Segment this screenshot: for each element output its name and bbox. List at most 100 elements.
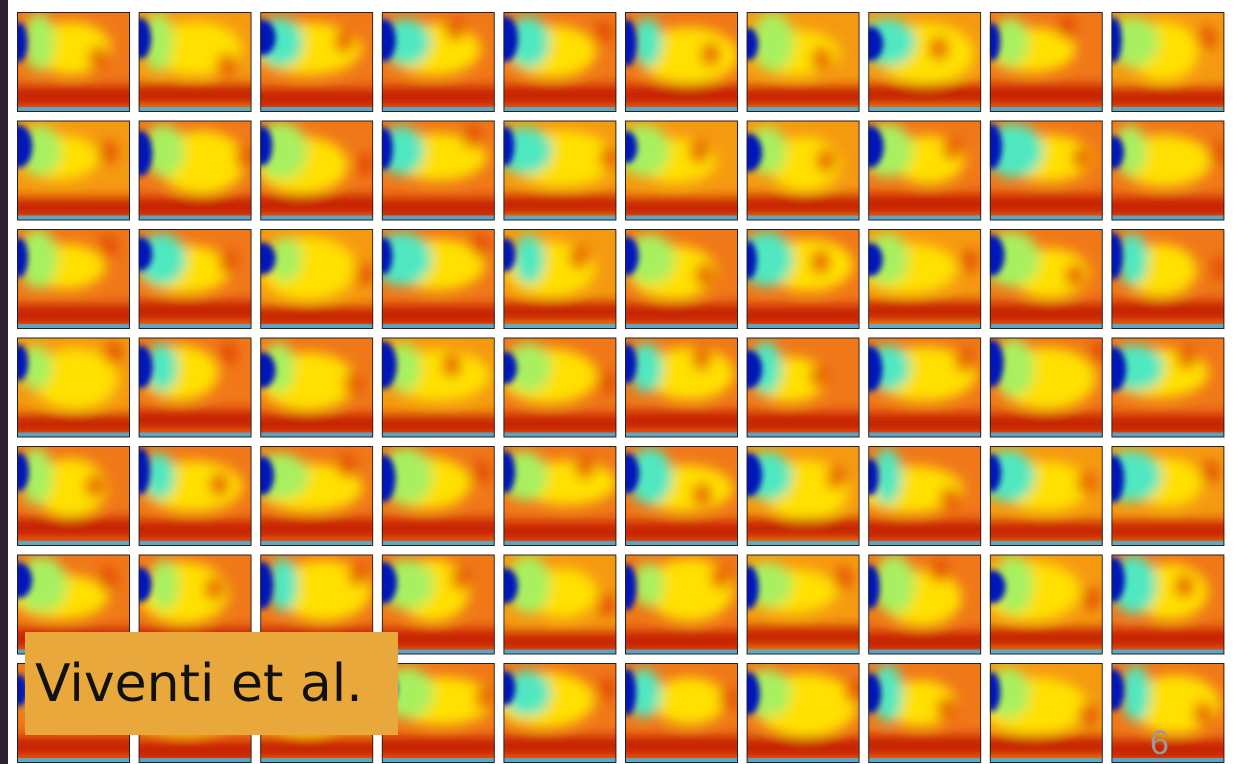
blue-region <box>858 243 883 276</box>
hot-spot <box>98 566 118 590</box>
tile-edge <box>128 345 152 388</box>
hot-spot <box>689 140 709 164</box>
blue-region <box>981 124 1002 169</box>
red-band <box>615 521 748 541</box>
blue-region <box>1105 17 1122 63</box>
blue-region <box>735 453 762 497</box>
blue-region <box>129 237 152 271</box>
heatmap-tile <box>615 338 748 438</box>
hot-spot <box>337 454 357 478</box>
red-band <box>250 307 383 327</box>
tile-edge <box>859 673 881 713</box>
tile-edge <box>495 238 515 272</box>
hot-spot <box>348 562 368 586</box>
heatmap-tile <box>7 446 140 546</box>
hot-spot <box>960 249 980 273</box>
red-band <box>858 194 991 214</box>
hot-spot <box>929 559 949 583</box>
red-band <box>615 631 748 651</box>
red-band <box>493 521 626 541</box>
hot-spot <box>218 250 238 274</box>
red-band <box>980 628 1113 648</box>
hot-spot <box>442 353 462 377</box>
blue-region <box>249 242 276 274</box>
blue-region <box>617 131 638 164</box>
heatmap-tile <box>493 12 627 112</box>
hot-spot <box>451 567 471 591</box>
tile-edge <box>739 28 758 60</box>
blue-region <box>1104 232 1123 279</box>
hot-spot <box>85 474 105 498</box>
red-band <box>7 305 140 325</box>
tile-edge <box>618 669 636 716</box>
tile-edge <box>735 134 762 172</box>
tile-edge <box>372 19 396 61</box>
blue-region <box>375 127 393 170</box>
red-band <box>858 413 991 433</box>
tile-edge <box>1103 455 1125 503</box>
blue-region <box>131 447 150 494</box>
heatmap-tile <box>372 229 505 329</box>
blue-region <box>617 19 636 66</box>
heatmap-tile <box>737 663 870 763</box>
blue-region <box>861 565 880 609</box>
heatmap-tile <box>249 338 383 438</box>
hot-spot <box>103 341 123 365</box>
tile-edge <box>493 568 518 604</box>
red-band <box>7 86 140 106</box>
blue-region <box>735 350 762 388</box>
red-band <box>980 521 1113 541</box>
heatmap-tile <box>980 663 1113 763</box>
red-band <box>129 520 262 540</box>
hot-spot <box>470 233 490 257</box>
heatmap-tile <box>980 121 1113 221</box>
heatmap-tile <box>372 446 505 546</box>
tile-edge <box>6 563 32 599</box>
heatmap-tile <box>615 12 748 112</box>
red-band <box>493 302 626 322</box>
tile-edge <box>982 454 1001 492</box>
blue-region <box>494 352 517 385</box>
hot-spot <box>811 250 831 274</box>
red-band <box>129 197 262 217</box>
red-band <box>615 198 748 218</box>
heatmap-tile <box>857 121 992 221</box>
heatmap-tile <box>7 12 140 112</box>
blue-region <box>983 672 1000 711</box>
tile-edge <box>9 453 29 492</box>
red-band <box>737 87 870 107</box>
heatmap-tile <box>1101 555 1233 655</box>
blue-region <box>859 673 881 713</box>
heatmap-tile <box>371 338 505 438</box>
hot-spot <box>1078 703 1098 727</box>
blue-region <box>10 344 28 381</box>
hot-spot <box>1193 702 1213 726</box>
tile-edge <box>250 456 274 495</box>
hot-spot <box>471 460 491 484</box>
red-band <box>129 301 262 321</box>
heatmap-tile <box>129 12 262 112</box>
tile-edge <box>617 19 636 66</box>
red-band <box>737 519 870 539</box>
red-band <box>737 305 870 325</box>
tile-edge <box>980 339 1004 387</box>
hot-spot <box>98 140 118 164</box>
tile-edge <box>6 125 33 168</box>
hot-spot <box>462 125 482 149</box>
blue-region <box>982 454 1001 492</box>
blue-region <box>6 125 33 168</box>
tile-edge <box>1105 17 1122 63</box>
blue-region <box>979 235 1005 276</box>
caption: Viventi et al. <box>25 632 398 735</box>
red-band <box>615 304 748 324</box>
cyan-region <box>633 562 663 606</box>
red-band <box>129 741 262 761</box>
hot-spot <box>205 577 225 601</box>
heatmap-tile <box>1101 338 1233 438</box>
hot-spot <box>692 346 712 370</box>
heatmap-tile <box>250 446 383 546</box>
tile-edge <box>10 344 28 381</box>
heatmap-tile <box>1101 446 1233 546</box>
cyan-region <box>514 234 545 284</box>
heatmap-tile <box>737 12 870 112</box>
